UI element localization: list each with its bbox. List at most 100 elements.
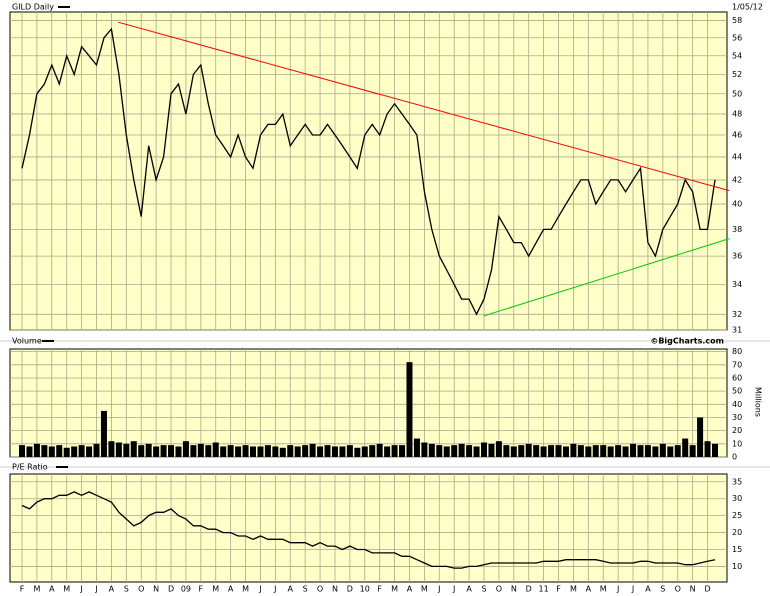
- y-tick-label: 15: [732, 545, 742, 554]
- y-tick-label: 46: [732, 130, 742, 139]
- volume-bar: [466, 445, 473, 457]
- y-tick-label: 10: [732, 562, 742, 571]
- y-tick-label: 0: [732, 453, 737, 462]
- volume-bar: [674, 445, 681, 457]
- volume-bar: [704, 441, 711, 457]
- y-tick-label: 38: [732, 225, 742, 234]
- volume-bar: [600, 445, 607, 457]
- volume-bar: [41, 445, 48, 457]
- volume-bar: [257, 446, 264, 457]
- volume-bar: [399, 445, 406, 457]
- volume-bar: [93, 443, 100, 457]
- volume-bar: [689, 445, 696, 457]
- volume-bar: [26, 446, 33, 457]
- volume-bar: [436, 445, 443, 457]
- volume-bar: [100, 410, 107, 457]
- y-tick-label: 40: [732, 400, 742, 409]
- x-tick-label: S: [303, 585, 308, 594]
- volume-bar: [413, 438, 420, 457]
- volume-bar: [607, 446, 614, 457]
- price-line: [21, 27, 716, 316]
- volume-bar: [451, 445, 458, 457]
- x-tick-label: A: [228, 585, 234, 594]
- volume-bar: [592, 445, 599, 457]
- x-tick-label: D: [168, 585, 174, 594]
- volume-bar: [264, 445, 271, 457]
- volume-bar: [160, 445, 167, 457]
- y-tick-label: 40: [732, 200, 742, 209]
- x-tick-label: F: [556, 585, 561, 594]
- volume-bar: [481, 442, 487, 457]
- volume-bar: [33, 443, 40, 457]
- volume-bar: [108, 441, 115, 457]
- x-tick-label: A: [109, 585, 115, 594]
- volume-bar: [168, 445, 175, 457]
- volume-bar: [182, 441, 189, 457]
- x-tick-label: M: [63, 585, 70, 594]
- volume-bar: [644, 445, 651, 457]
- pe-title: P/E Ratio: [12, 463, 48, 472]
- volume-bar: [175, 446, 182, 457]
- chart-title: GILD Daily: [12, 3, 54, 12]
- x-tick-label: J: [616, 585, 619, 594]
- volume-bar: [235, 446, 242, 457]
- volume-bar: [495, 441, 502, 457]
- volume-bar: [503, 445, 510, 457]
- volume-bar: [615, 445, 622, 457]
- volume-bar: [145, 443, 152, 457]
- volume-bar: [585, 446, 592, 457]
- y-tick-label: 58: [732, 16, 742, 25]
- volume-bar: [138, 445, 145, 457]
- x-tick-label: J: [94, 585, 97, 594]
- y-tick-label: 30: [732, 494, 742, 503]
- plot-area: [9, 473, 728, 583]
- x-tick-label: D: [526, 585, 532, 594]
- volume-bar: [369, 445, 376, 457]
- y-tick-label: 32: [732, 310, 742, 319]
- price-line: [21, 491, 716, 569]
- x-tick-label: O: [496, 585, 502, 594]
- x-tick-label: O: [317, 585, 323, 594]
- y-tick-label: 80: [732, 347, 742, 356]
- x-tick-label: J: [258, 585, 261, 594]
- x-tick-label: J: [437, 585, 440, 594]
- plot-area: [9, 11, 728, 331]
- x-tick-label: M: [421, 585, 428, 594]
- y-tick-label: 48: [732, 109, 742, 118]
- x-tick-label: N: [511, 585, 517, 594]
- y-tick-label: 35: [732, 477, 742, 486]
- volume-bar: [190, 445, 197, 457]
- y-tick-label: 20: [732, 426, 742, 435]
- plot-area: [9, 348, 728, 458]
- volume-bar: [250, 446, 256, 457]
- x-tick-label: A: [586, 585, 592, 594]
- volume-bar: [346, 445, 353, 457]
- volume-bar: [212, 442, 219, 457]
- x-tick-label: F: [199, 585, 204, 594]
- volume-bar: [570, 443, 577, 457]
- volume-bar: [421, 442, 428, 457]
- volume-bar: [562, 446, 569, 457]
- x-tick-label: A: [645, 585, 651, 594]
- volume-bar: [548, 445, 555, 457]
- x-tick-label: 11: [539, 585, 549, 594]
- volume-bar: [115, 442, 122, 457]
- y-tick-label: 30: [732, 413, 742, 422]
- x-tick-label: M: [242, 585, 249, 594]
- volume-bar: [659, 443, 666, 457]
- y-tick-label: 34: [732, 280, 742, 289]
- volume-bar: [555, 445, 562, 457]
- volume-bar: [622, 446, 629, 457]
- x-tick-label: M: [570, 585, 577, 594]
- volume-bar: [667, 446, 674, 457]
- volume-bar: [443, 446, 450, 457]
- volume-bar: [56, 445, 63, 457]
- volume-bar: [428, 443, 435, 457]
- volume-bar: [339, 446, 346, 457]
- volume-bar: [652, 446, 659, 457]
- volume-bar: [406, 362, 413, 457]
- x-tick-label: N: [153, 585, 159, 594]
- volume-bar: [324, 445, 331, 457]
- volume-bar: [197, 443, 204, 457]
- y-tick-label: 20: [732, 528, 742, 537]
